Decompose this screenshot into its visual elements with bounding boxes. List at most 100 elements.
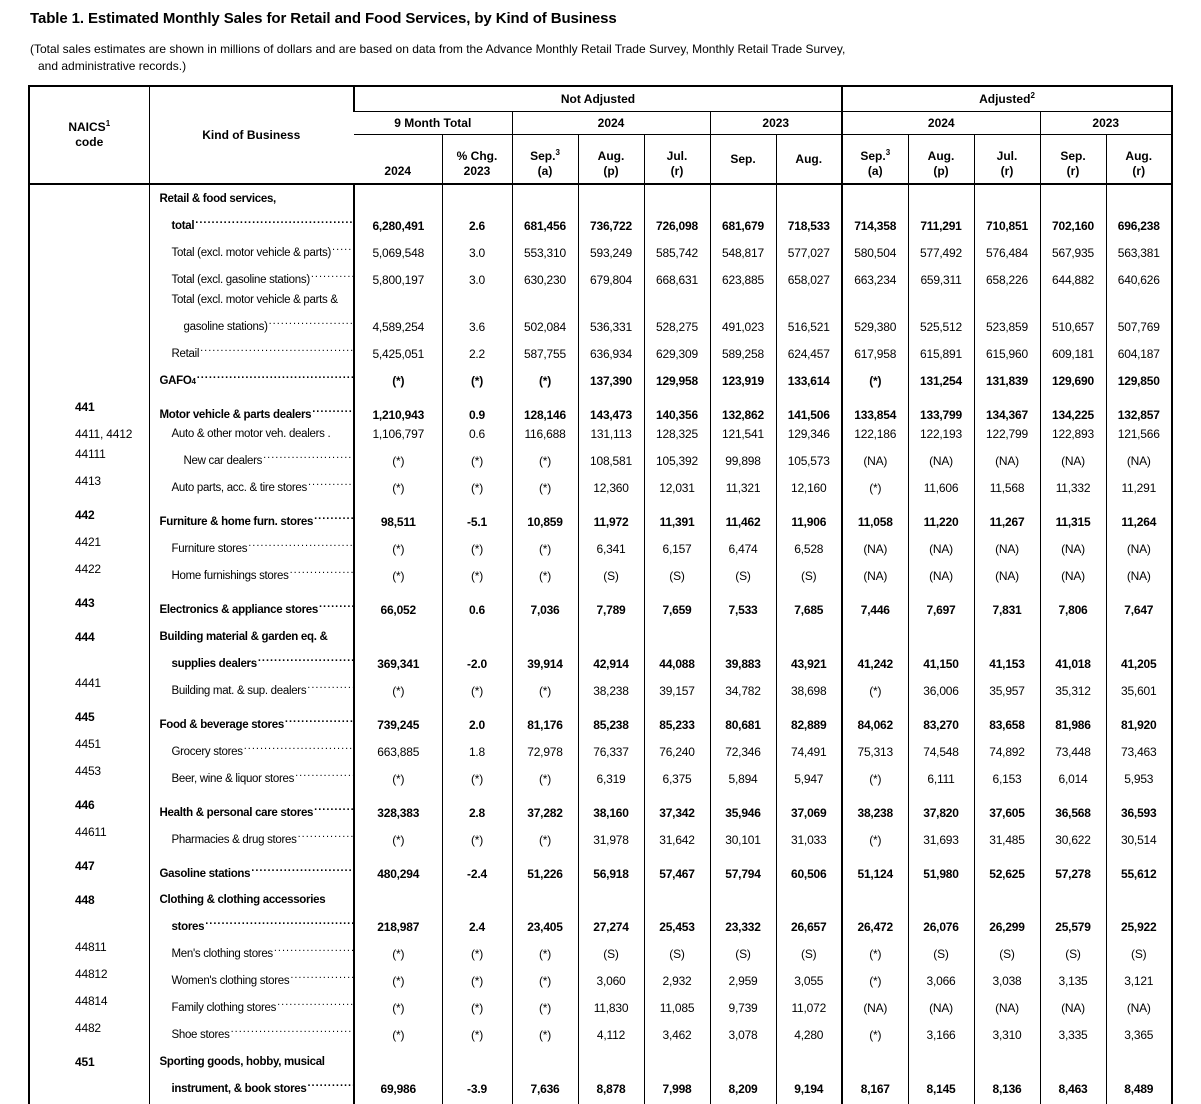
value-cell: (NA)	[1105, 559, 1172, 587]
value-cell: 3,365	[1105, 1018, 1172, 1046]
value-cell: (S)	[1039, 937, 1106, 965]
value-cell: 3.6	[441, 290, 512, 337]
value-cell: 567,935	[1039, 236, 1106, 264]
value-cell: 99,898	[709, 444, 776, 472]
value-cell: 6,319	[577, 762, 644, 789]
value-cell: 8,145	[907, 1045, 974, 1099]
value-cell: (*)	[841, 937, 908, 965]
value-cell: 525,512	[907, 290, 974, 337]
value-cell: 108,581	[577, 444, 644, 472]
value-cell: 85,233	[643, 701, 710, 735]
value-cell: 7,636	[511, 1045, 578, 1099]
group-header-adjusted: Adjusted2	[841, 86, 1172, 112]
value-cell: 36,593	[1105, 789, 1172, 823]
naics-code: 44812	[75, 966, 108, 981]
value-cell: 38,238	[841, 789, 908, 823]
value-cell: 726,098	[643, 184, 710, 237]
value-cell: 3.0	[441, 236, 512, 264]
kind-of-business-label: GAFO 4	[148, 364, 354, 391]
value-cell: 624,457	[775, 337, 842, 364]
value-cell: (*)	[353, 674, 442, 701]
value-cell: (*)	[511, 937, 578, 965]
kind-of-business-label: Building mat. & sup. dealers	[148, 674, 354, 701]
value-cell: 83,270	[907, 701, 974, 735]
column-header-month-2: Sep.3 (a)	[511, 134, 578, 184]
dot-leader	[250, 857, 353, 877]
value-cell: 11,264	[1105, 498, 1172, 533]
value-cell: 6,111	[907, 762, 974, 789]
value-cell: 7,647	[1105, 586, 1172, 621]
value-cell: 34,782	[709, 674, 776, 701]
value-cell: 6,528	[775, 532, 842, 560]
naics-code	[29, 291, 149, 338]
value-cell: 523,859	[973, 290, 1040, 337]
kind-of-business-label: Family clothing stores	[148, 991, 354, 1019]
value-cell: 74,892	[973, 735, 1040, 762]
value-cell: (*)	[353, 364, 442, 391]
column-header-month-5: Sep.	[709, 134, 776, 184]
naics-code	[29, 264, 149, 291]
value-cell: 8,136	[973, 1045, 1040, 1099]
naics-code: 4413	[75, 473, 101, 488]
value-cell: 528,275	[643, 290, 710, 337]
naics-code	[29, 237, 149, 264]
dot-leader	[243, 735, 353, 755]
value-cell: (NA)	[841, 559, 908, 587]
value-cell: 37,820	[907, 789, 974, 823]
value-cell: 580,504	[841, 236, 908, 264]
value-cell: 122,186	[841, 425, 908, 445]
value-cell: 11,315	[1039, 498, 1106, 533]
table-row: 4451 Grocery stores663,8851.872,97876,337…	[29, 735, 1172, 762]
value-cell: (NA)	[841, 991, 908, 1019]
footnote-marker-3: 3	[555, 148, 560, 157]
value-cell: (*)	[441, 964, 512, 992]
kind-of-business-label: Motor vehicle & parts dealers	[148, 391, 354, 425]
value-cell: 218,987	[353, 884, 442, 938]
value-cell: 5,425,051	[353, 337, 442, 364]
dot-leader	[331, 237, 353, 257]
column-header-month-10: Sep. (r)	[1039, 134, 1106, 184]
value-cell: 43,921	[775, 620, 842, 674]
table-row: 446 Health & personal care stores328,3832…	[29, 789, 1172, 823]
value-cell: 123,919	[709, 364, 776, 391]
column-header-month-9: Jul. (r)	[973, 134, 1040, 184]
value-cell: 122,799	[973, 425, 1040, 445]
value-cell: 702,160	[1039, 184, 1106, 237]
value-cell: 25,579	[1039, 884, 1106, 938]
value-cell: (*)	[441, 1018, 512, 1046]
value-cell: 711,291	[907, 184, 974, 237]
value-cell: 2.8	[441, 789, 512, 823]
dot-leader	[257, 647, 353, 667]
value-cell: (NA)	[907, 532, 974, 560]
value-cell: (*)	[353, 444, 442, 472]
value-cell: 39,914	[511, 620, 578, 674]
naics-code: 44611	[75, 825, 107, 839]
value-cell: 2,959	[709, 964, 776, 992]
value-cell: 587,755	[511, 337, 578, 364]
group-header-9-month-total: 9 Month Total	[354, 111, 512, 135]
value-cell: 81,986	[1039, 701, 1106, 735]
value-cell: 141,506	[775, 391, 842, 425]
value-cell: (*)	[511, 1018, 578, 1046]
naics-code: 4482	[75, 1020, 101, 1035]
table-row: 4411, 4412 Auto & other motor veh. dealer…	[29, 425, 1172, 445]
value-cell: 60,506	[775, 850, 842, 884]
value-cell: (*)	[841, 1018, 908, 1046]
value-cell: 56,918	[577, 850, 644, 884]
value-cell: 31,978	[577, 823, 644, 850]
value-cell: (NA)	[841, 444, 908, 472]
value-cell: 536,331	[577, 290, 644, 337]
dot-leader	[289, 965, 353, 985]
value-cell: 6,153	[973, 762, 1040, 789]
value-cell: (*)	[441, 674, 512, 701]
value-cell: 2.4	[441, 884, 512, 938]
value-cell: 0.6	[441, 425, 512, 445]
kind-of-business-label: Auto & other motor veh. dealers .	[148, 425, 354, 445]
value-cell: 11,321	[709, 471, 776, 499]
group-header-not-adjusted: Not Adjusted	[353, 86, 842, 112]
